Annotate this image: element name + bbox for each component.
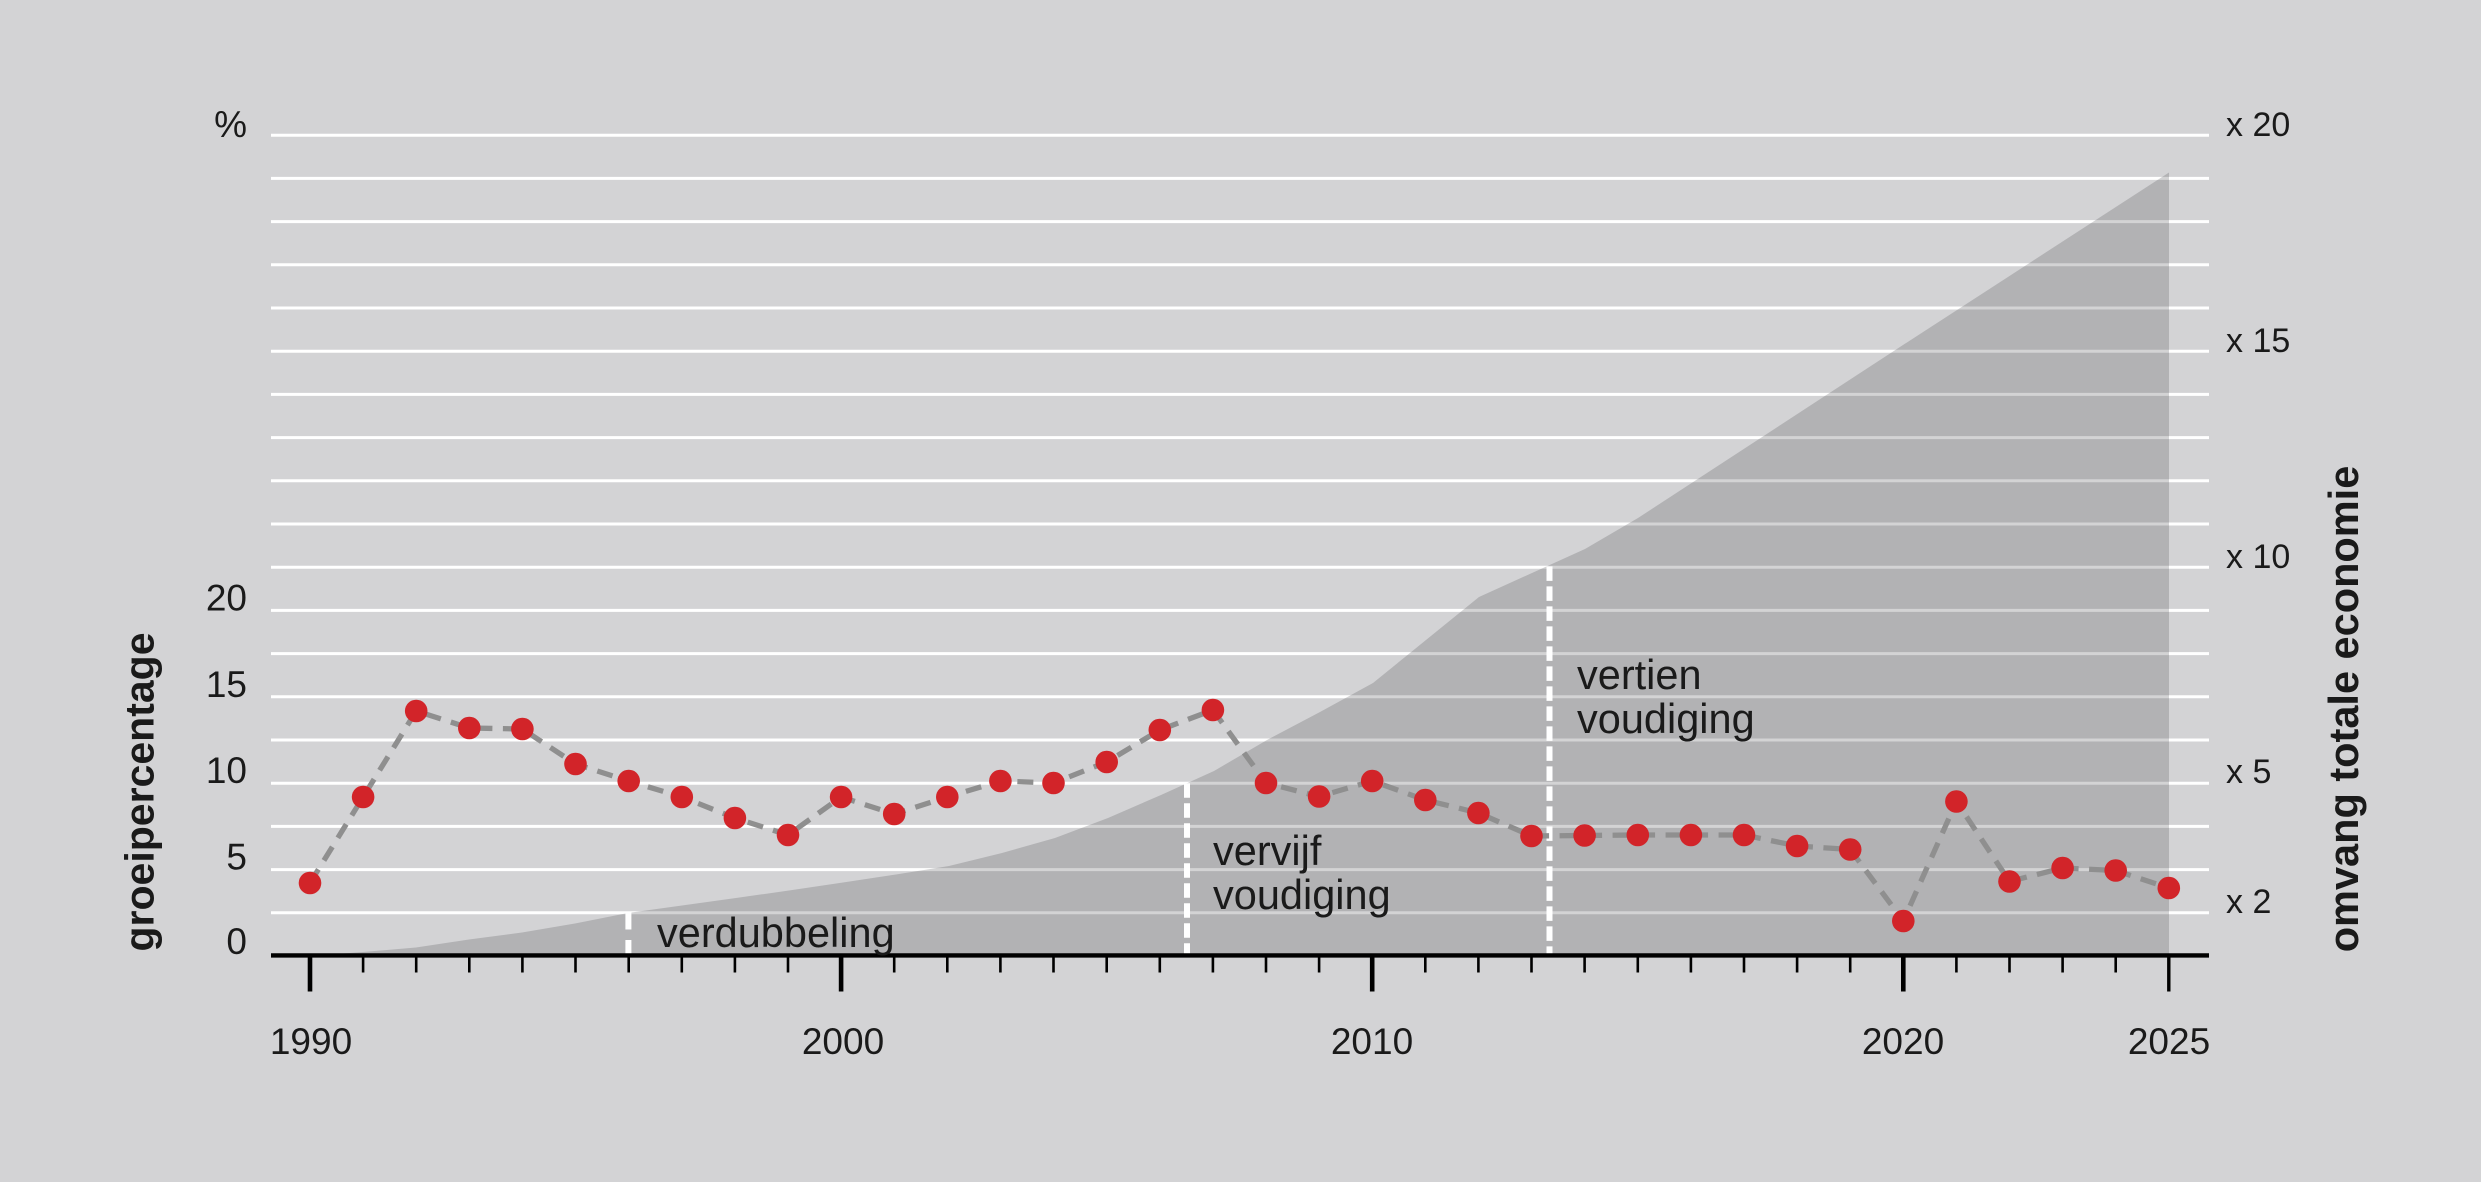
svg-text:verdubbeling: verdubbeling	[657, 909, 895, 956]
svg-text:10: 10	[206, 750, 247, 791]
svg-text:2020: 2020	[1862, 1021, 1944, 1062]
svg-text:vervijf: vervijf	[1213, 827, 1322, 874]
svg-text:2025: 2025	[2128, 1021, 2210, 1062]
svg-text:15: 15	[206, 664, 247, 705]
svg-text:x 2: x 2	[2226, 883, 2271, 921]
svg-text:5: 5	[226, 837, 247, 878]
svg-text:%: %	[214, 104, 247, 145]
svg-text:20: 20	[206, 577, 247, 618]
svg-text:0: 0	[226, 921, 247, 962]
svg-text:x 20: x 20	[2226, 106, 2290, 144]
svg-text:x 5: x 5	[2226, 753, 2271, 791]
svg-text:1990: 1990	[270, 1021, 352, 1062]
svg-text:voudiging: voudiging	[1577, 695, 1755, 742]
svg-text:2010: 2010	[1331, 1021, 1413, 1062]
svg-text:voudiging: voudiging	[1213, 871, 1391, 918]
svg-text:x 15: x 15	[2226, 322, 2290, 360]
svg-text:2000: 2000	[802, 1021, 884, 1062]
svg-text:groeipercentage: groeipercentage	[117, 633, 163, 952]
svg-text:x 10: x 10	[2226, 538, 2290, 576]
svg-text:vertien: vertien	[1577, 651, 1702, 698]
svg-text:omvang totale economie: omvang totale economie	[2320, 466, 2367, 953]
